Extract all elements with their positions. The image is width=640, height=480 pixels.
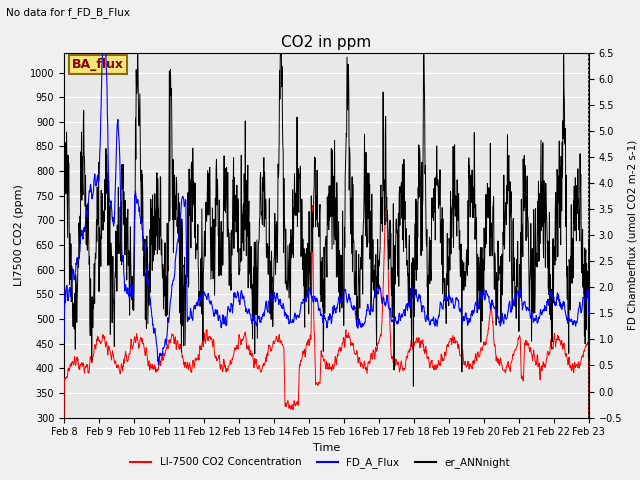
- Text: No data for f_FD_B_Flux: No data for f_FD_B_Flux: [6, 7, 131, 18]
- Text: BA_flux: BA_flux: [72, 58, 124, 71]
- Legend: LI-7500 CO2 Concentration, FD_A_Flux, er_ANNnight: LI-7500 CO2 Concentration, FD_A_Flux, er…: [126, 453, 514, 472]
- X-axis label: Time: Time: [313, 443, 340, 453]
- Title: CO2 in ppm: CO2 in ppm: [281, 35, 372, 50]
- Y-axis label: LI7500 CO2 (ppm): LI7500 CO2 (ppm): [14, 184, 24, 286]
- Y-axis label: FD Chamberflux (umol CO2 m-2 s-1): FD Chamberflux (umol CO2 m-2 s-1): [628, 140, 637, 330]
